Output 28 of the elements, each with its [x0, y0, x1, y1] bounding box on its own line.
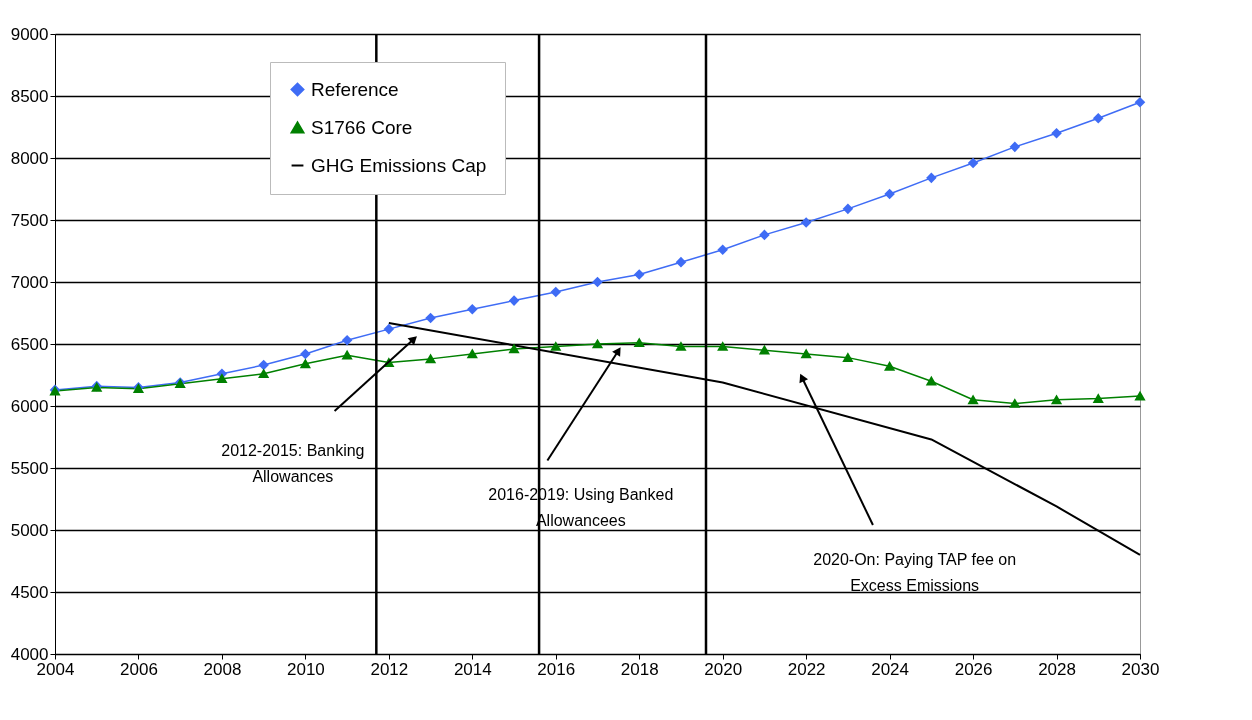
x-tick-label: 2010 — [286, 659, 325, 679]
y-tick-label: 7000 — [10, 272, 49, 292]
y-tick-label: 8500 — [10, 86, 49, 106]
y-tick-label: 9000 — [10, 24, 49, 44]
x-tick-label: 2016 — [537, 659, 576, 679]
x-tick-label: 2030 — [1121, 659, 1160, 679]
x-tick-label: 2024 — [871, 659, 910, 679]
y-tick-label: 5000 — [10, 520, 49, 540]
x-tick-label: 2026 — [954, 659, 993, 679]
legend-label: S1766 Core — [311, 116, 413, 138]
y-tick-label: 7500 — [10, 210, 49, 230]
y-tick-label: 5500 — [10, 458, 49, 478]
y-tick-label: 6500 — [10, 334, 49, 354]
legend-label: GHG Emissions Cap — [311, 154, 487, 176]
x-tick-label: 2020 — [704, 659, 743, 679]
x-tick-label: 2006 — [120, 659, 158, 679]
x-tick-label: 2008 — [203, 659, 242, 679]
x-tick-label: 2012 — [370, 659, 409, 679]
x-tick-label: 2018 — [620, 659, 659, 679]
x-tick-label: 2014 — [453, 659, 492, 679]
y-tick-label: 8000 — [10, 148, 49, 168]
y-tick-label: 4500 — [10, 582, 49, 602]
x-tick-label: 2022 — [787, 659, 826, 679]
annotation: 2012-2015: Banking Allowances — [221, 441, 365, 485]
annotation: 2020-On: Paying TAP fee on Excess Emissions — [813, 550, 1017, 594]
y-tick-label: 6000 — [10, 396, 49, 416]
legend-label: Reference — [311, 78, 399, 100]
x-tick-label: 2028 — [1038, 659, 1076, 679]
